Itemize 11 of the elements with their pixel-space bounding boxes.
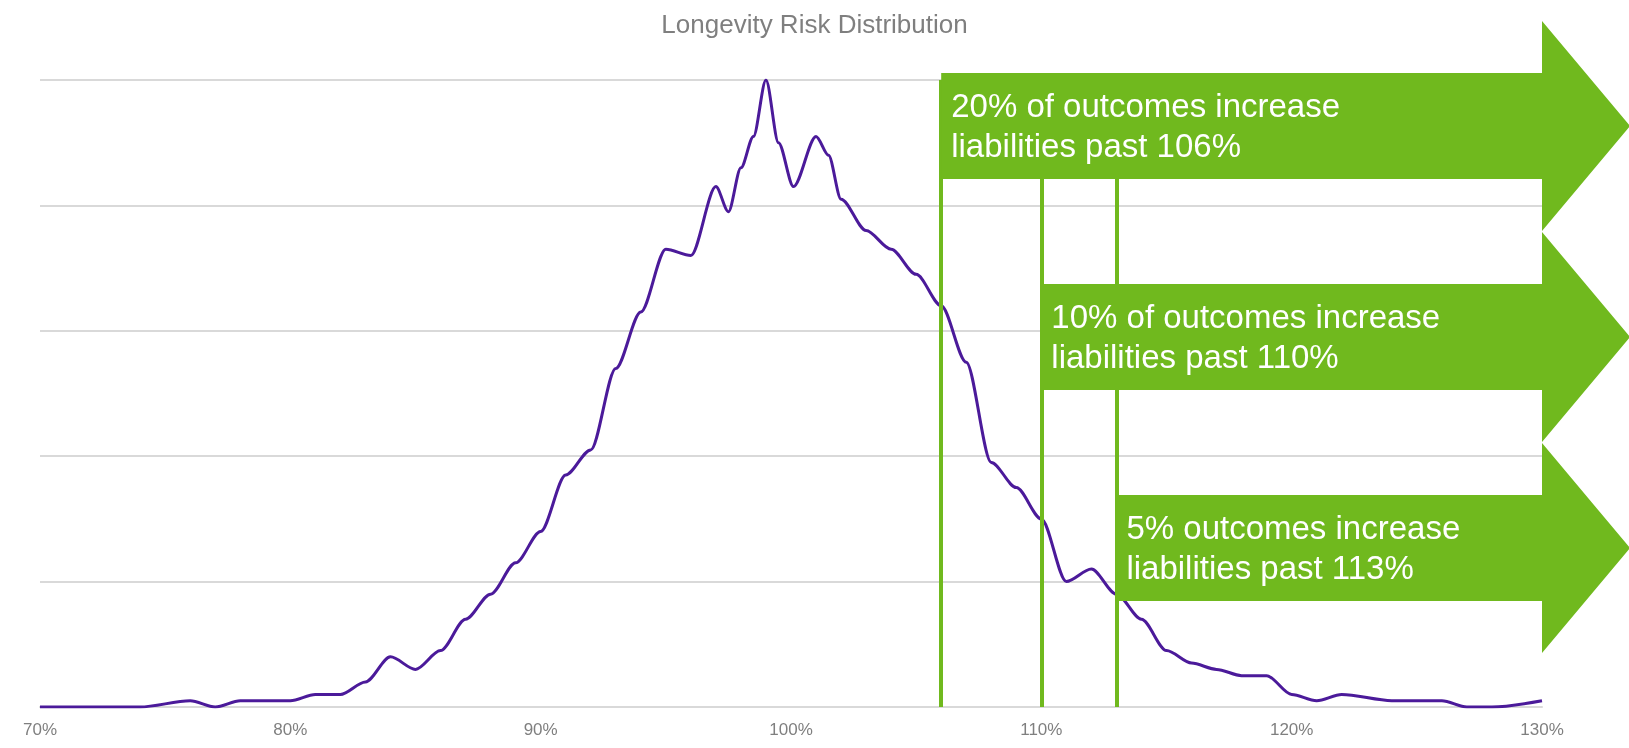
ref-line-label: 5% outcomes increase liabilities past 113% bbox=[1126, 508, 1462, 588]
x-tick-label: 70% bbox=[22, 720, 58, 739]
x-tick-label: 100% bbox=[769, 720, 813, 739]
x-tick-label: 110% bbox=[1020, 720, 1063, 739]
x-tick-label: 80% bbox=[273, 720, 308, 739]
chart-title: Longevity Risk Distribution bbox=[661, 9, 968, 39]
x-tick-label: 130% bbox=[1520, 720, 1564, 739]
ref-line-label: 10% of outcomes increase liabilities past 110% bbox=[1051, 297, 1442, 377]
x-tick-label: 90% bbox=[523, 720, 558, 739]
ref-line-label: 20% of outcomes increase liabilities past 106% bbox=[951, 86, 1342, 166]
x-tick-label: 120% bbox=[1269, 720, 1314, 739]
